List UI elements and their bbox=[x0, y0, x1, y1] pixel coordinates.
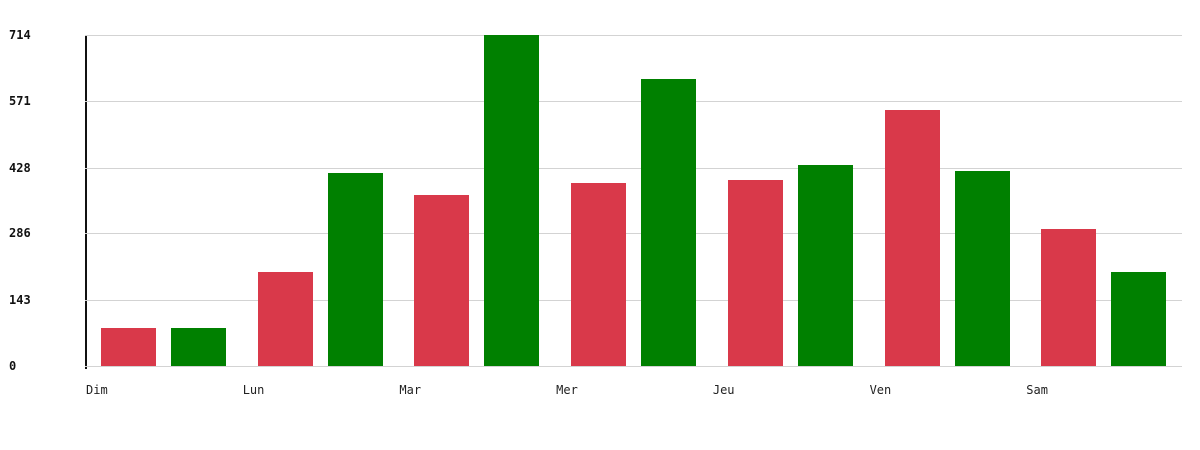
x-tick-label-lun: Lun bbox=[242, 383, 265, 397]
bar-lun-green-series bbox=[327, 173, 383, 366]
bar-sam-green-series bbox=[1111, 271, 1167, 366]
bar-jeu-green-series bbox=[797, 165, 853, 366]
bar-ven-green-series bbox=[954, 171, 1010, 366]
bar-sam-red-series bbox=[1041, 228, 1097, 366]
x-tick-label-ven: Ven bbox=[869, 383, 892, 397]
y-tick-label-143: 143 bbox=[9, 292, 31, 307]
x-tick-label-mar: Mar bbox=[399, 383, 422, 397]
y-tick-label-286: 286 bbox=[9, 226, 31, 241]
gridline-571 bbox=[85, 101, 1182, 103]
gridline-143 bbox=[85, 299, 1182, 301]
bar-mer-green-series bbox=[641, 78, 697, 366]
bar-mar-red-series bbox=[414, 194, 470, 366]
bar-mer-red-series bbox=[571, 182, 627, 366]
x-tick-label-sam: Sam bbox=[1026, 383, 1048, 397]
y-axis-line bbox=[85, 35, 87, 369]
bar-lun-red-series bbox=[257, 271, 313, 366]
gridline-0 bbox=[85, 366, 1182, 367]
y-tick-label-428: 428 bbox=[9, 160, 31, 175]
gridline-714 bbox=[85, 35, 1182, 36]
bar-ven-red-series bbox=[884, 110, 940, 366]
gridline-428 bbox=[85, 167, 1182, 169]
x-tick-label-jeu: Jeu bbox=[712, 383, 735, 397]
bar-dim-red-series bbox=[101, 327, 156, 366]
bar-jeu-red-series bbox=[727, 179, 783, 366]
gridline-286 bbox=[85, 233, 1182, 235]
x-tick-label-dim: Dim bbox=[86, 383, 108, 397]
y-tick-label-571: 571 bbox=[9, 94, 31, 109]
y-tick-label-0: 0 bbox=[9, 359, 17, 373]
y-tick-label-714: 714 bbox=[9, 28, 31, 42]
x-tick-label-mer: Mer bbox=[556, 383, 578, 397]
bar-mar-green-series bbox=[484, 35, 540, 366]
plot-area bbox=[85, 35, 1182, 367]
bar-dim-green-series bbox=[171, 328, 226, 366]
